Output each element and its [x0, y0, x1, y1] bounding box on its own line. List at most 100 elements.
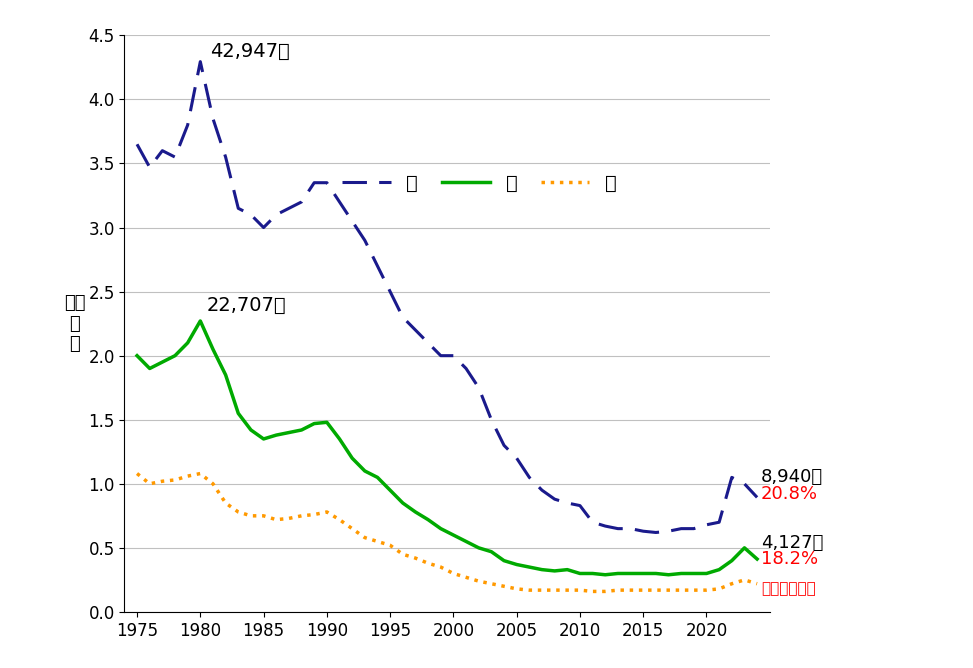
桧: [283, 204, 295, 212]
杉: [359, 467, 371, 475]
松: [182, 472, 194, 480]
桧: [637, 527, 649, 535]
松: [258, 512, 270, 520]
杉: [270, 431, 282, 439]
桧: [207, 115, 219, 123]
杉: [511, 560, 523, 568]
桧: [359, 236, 371, 244]
松: [397, 550, 409, 558]
桧: [296, 198, 307, 206]
桧: [195, 57, 206, 65]
杉: [233, 409, 244, 418]
松: [169, 476, 181, 484]
松: [599, 587, 611, 595]
杉: [207, 345, 219, 353]
杉: [372, 474, 383, 482]
桧: [270, 210, 282, 218]
Line: 杉: 杉: [137, 321, 757, 574]
桧: [739, 480, 750, 488]
桧: [498, 442, 510, 450]
Text: 8,940円: 8,940円: [761, 468, 823, 486]
杉: [157, 358, 168, 366]
桧: [473, 383, 485, 391]
杉: [384, 486, 396, 494]
杉: [346, 454, 358, 462]
桧: [334, 198, 345, 206]
杉: [308, 420, 320, 428]
桧: [688, 524, 700, 532]
杉: [296, 426, 307, 434]
杉: [637, 570, 649, 578]
桧: [574, 502, 586, 510]
松: [460, 573, 472, 581]
桧: [675, 524, 687, 532]
Text: 18.2%: 18.2%: [761, 550, 818, 568]
杉: [599, 570, 611, 578]
杉: [397, 499, 409, 507]
松: [473, 577, 485, 585]
桧: [713, 518, 725, 526]
Line: 桧: 桧: [137, 61, 757, 532]
松: [561, 586, 573, 594]
杉: [549, 567, 560, 575]
Line: 松: 松: [137, 474, 757, 591]
桧: [157, 147, 168, 155]
桧: [561, 499, 573, 507]
松: [283, 514, 295, 522]
松: [612, 586, 624, 594]
杉: [625, 570, 636, 578]
杉: [751, 555, 763, 563]
桧: [410, 326, 421, 334]
松: [195, 470, 206, 478]
桧: [587, 518, 598, 526]
松: [144, 480, 156, 488]
松: [701, 586, 712, 594]
松: [346, 524, 358, 532]
桧: [258, 224, 270, 232]
杉: [422, 516, 434, 524]
桧: [625, 524, 636, 532]
桧: [169, 153, 181, 161]
Text: 22,707円: 22,707円: [206, 296, 286, 315]
Text: 対最高価格比: 対最高価格比: [761, 581, 815, 597]
桧: [372, 262, 383, 270]
桧: [523, 474, 535, 482]
杉: [334, 435, 345, 443]
松: [675, 586, 687, 594]
Legend: 桧, 杉, 松: 桧, 杉, 松: [335, 166, 625, 200]
松: [422, 559, 434, 567]
杉: [498, 556, 510, 564]
松: [308, 510, 320, 518]
桧: [701, 521, 712, 529]
桧: [131, 140, 143, 148]
松: [435, 563, 447, 571]
Text: 42,947円: 42,947円: [210, 41, 290, 61]
杉: [283, 429, 295, 437]
松: [574, 586, 586, 594]
杉: [701, 570, 712, 578]
松: [726, 580, 738, 588]
桧: [650, 528, 662, 536]
杉: [131, 351, 143, 359]
杉: [663, 570, 674, 578]
桧: [751, 494, 763, 502]
松: [296, 512, 307, 520]
杉: [473, 544, 485, 552]
松: [245, 512, 257, 520]
杉: [182, 339, 194, 347]
桧: [346, 217, 358, 225]
杉: [169, 351, 181, 359]
松: [270, 516, 282, 524]
松: [486, 580, 497, 588]
松: [713, 585, 725, 593]
松: [220, 499, 232, 507]
Text: 20.8%: 20.8%: [761, 485, 818, 503]
杉: [536, 566, 548, 574]
桧: [182, 121, 194, 129]
松: [157, 477, 168, 485]
杉: [195, 317, 206, 325]
松: [625, 586, 636, 594]
松: [688, 586, 700, 594]
松: [650, 586, 662, 594]
松: [131, 470, 143, 478]
